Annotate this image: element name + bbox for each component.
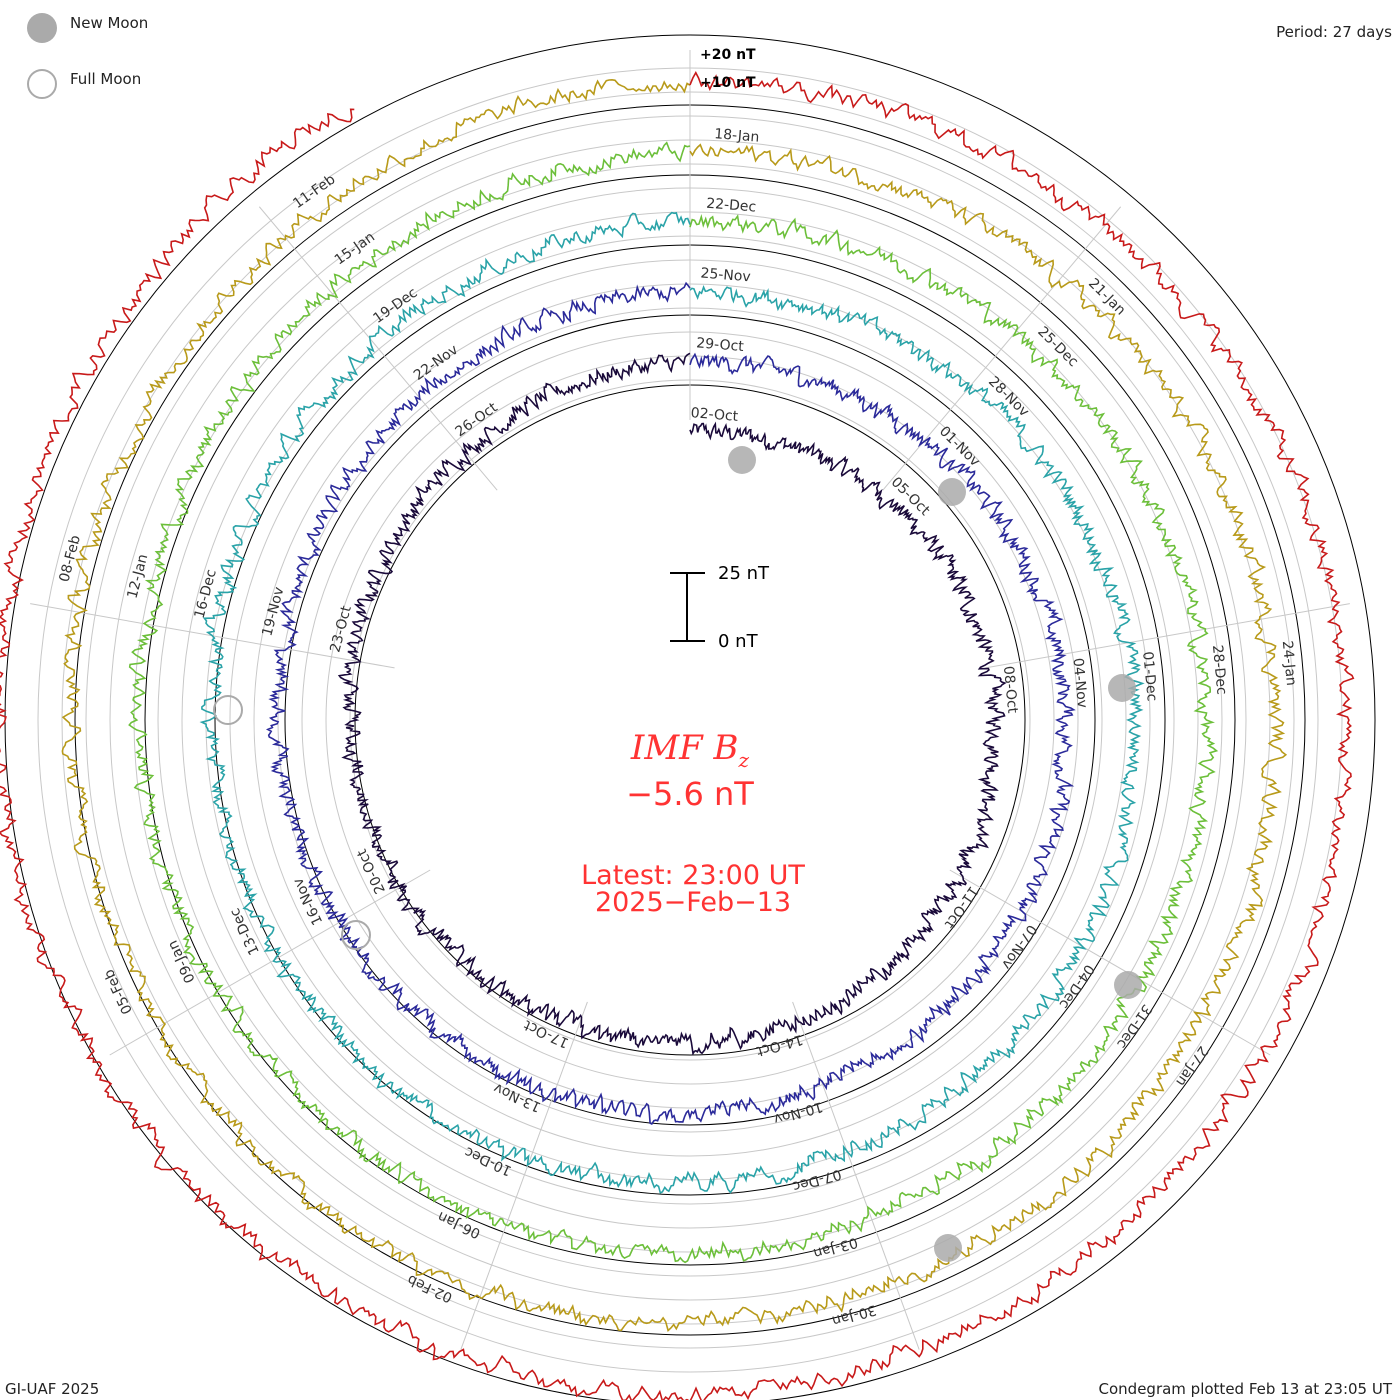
moon-markers: [213, 446, 1142, 1262]
date-label: 28-Nov: [985, 374, 1032, 421]
center-title: IMF Bz: [0, 728, 1380, 772]
date-label: 17-Oct: [521, 1016, 571, 1051]
series-rotation-2: [199, 211, 1145, 1194]
new-moon-marker: [938, 478, 966, 506]
date-label: 11-Feb: [290, 171, 338, 212]
scale-bar-bottom-label: 0 nT: [718, 631, 758, 652]
date-label: 04-Nov: [1069, 657, 1090, 708]
date-label: 27-Jan: [1172, 1043, 1211, 1089]
date-label: 16-Dec: [192, 568, 220, 620]
full-moon-legend-icon: [27, 69, 57, 99]
new-moon-legend-label: New Moon: [70, 14, 149, 32]
scale-bar-top-label: 25 nT: [718, 563, 770, 584]
date-label: 06-Jan: [435, 1208, 483, 1241]
date-label: 02-Feb: [405, 1271, 455, 1305]
grid-spoke: [985, 603, 1350, 669]
new-moon-marker: [934, 1234, 962, 1262]
date-label: 08-Oct: [1000, 665, 1020, 714]
date-label: 01-Nov: [936, 423, 983, 470]
new-moon-marker: [1114, 971, 1142, 999]
center-title-text: IMF B: [630, 728, 739, 768]
series-group: [0, 71, 1355, 1400]
date-label: 26-Oct: [453, 399, 501, 440]
center-title-subscript: z: [738, 747, 750, 772]
grid-spoke: [460, 1001, 588, 1350]
date-label: 28-Dec: [1209, 644, 1230, 695]
footer-plotted: Condegram plotted Feb 13 at 23:05 UT: [1098, 1380, 1392, 1398]
date-label: 02-Oct: [690, 405, 739, 425]
scale-bar: [670, 572, 705, 642]
grid-spokes: [30, 50, 1350, 1350]
date-label: 05-Oct: [888, 474, 933, 519]
grid-spoke: [109, 869, 431, 1056]
new-moon-legend-icon: [27, 13, 57, 43]
series-rotation-4: [61, 78, 1288, 1332]
full-moon-legend-label: Full Moon: [70, 70, 142, 88]
date-label: 07-Dec: [791, 1166, 843, 1195]
full-moon-marker: [213, 695, 243, 725]
date-label: 25-Nov: [700, 265, 751, 285]
date-label: 07-Nov: [998, 921, 1040, 971]
date-label: 29-Oct: [696, 335, 745, 355]
grid-circle: [349, 379, 1031, 1061]
series-rotation-1: [265, 281, 1076, 1126]
date-label: 14-Oct: [754, 1031, 804, 1059]
date-label: 05-Feb: [101, 966, 136, 1016]
latest-date: 2025−Feb−13: [594, 887, 792, 918]
grid-spoke: [949, 869, 1271, 1056]
grid-circles: [4, 34, 1376, 1400]
latest-time: Latest: 23:00 UT: [581, 860, 805, 891]
date-label: 31-Dec: [1113, 1001, 1155, 1051]
scale-plus10-label: +10 nT: [700, 75, 756, 91]
series-rotation-3: [128, 141, 1219, 1264]
full-moon-marker: [341, 920, 371, 950]
grid-spoke: [792, 1001, 920, 1350]
date-label: 18-Jan: [714, 126, 760, 146]
center-value: −5.6 nT: [626, 775, 754, 813]
footer-credit: GI-UAF 2025: [5, 1380, 100, 1398]
new-moon-marker: [1108, 674, 1136, 702]
new-moon-marker: [728, 446, 756, 474]
date-label: 01-Dec: [1139, 651, 1160, 702]
date-label: 15-Jan: [332, 229, 378, 268]
scale-plus20-label: +20 nT: [700, 47, 756, 63]
date-label: 19-Dec: [370, 285, 420, 327]
date-label: 13-Nov: [491, 1080, 543, 1115]
zero-reference-circle: [284, 314, 1096, 1126]
period-label: Period: 27 days: [1276, 23, 1392, 41]
date-label: 22-Dec: [706, 196, 757, 216]
zero-reference-circle: [354, 384, 1026, 1056]
series-rotation-5: [0, 71, 1355, 1400]
series-rotation-0: [337, 352, 1007, 1056]
date-label: 24-Jan: [1279, 640, 1299, 687]
grid-spoke: [258, 206, 498, 491]
